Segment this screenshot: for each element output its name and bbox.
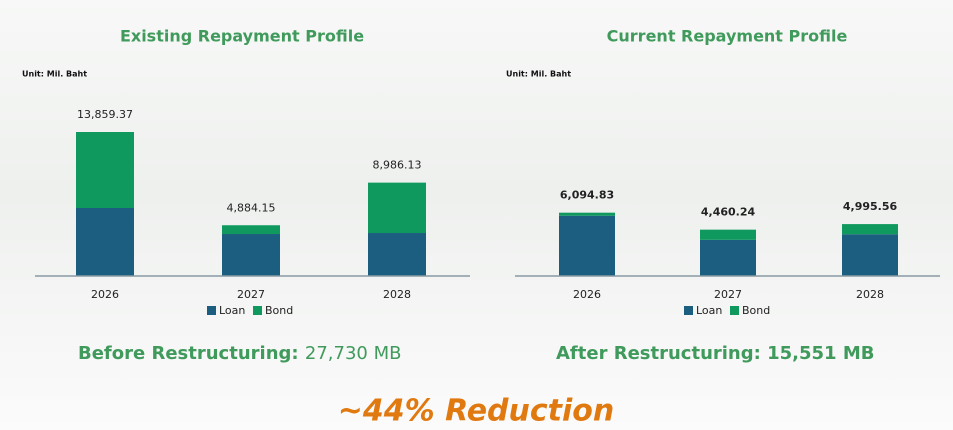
legend-swatch xyxy=(730,306,739,315)
x-tick-label: 2027 xyxy=(714,288,742,301)
total-label: 6,094.83 xyxy=(560,189,614,202)
bar-segment xyxy=(842,224,898,235)
bar-segment xyxy=(700,229,756,240)
total-label: 8,986.13 xyxy=(373,159,422,172)
legend-swatch xyxy=(207,306,216,315)
bar-segment xyxy=(76,132,134,208)
chart-title: Existing Repayment Profile xyxy=(120,27,364,46)
x-tick-label: 2028 xyxy=(856,288,884,301)
bar-segment xyxy=(842,234,898,276)
after-value: 15,551 MB xyxy=(767,343,874,364)
chart-title: Current Repayment Profile xyxy=(607,27,848,46)
after-summary: After Restructuring: 15,551 MB xyxy=(556,343,874,364)
reduction: ~44% Reduction xyxy=(338,394,615,429)
bar-segment xyxy=(368,182,426,234)
before-value: 27,730 MB xyxy=(305,343,402,364)
x-tick-label: 2028 xyxy=(383,288,411,301)
legend-label: Bond xyxy=(265,304,293,317)
before-summary: Before Restructuring: 27,730 MB xyxy=(78,343,401,364)
bar-segment xyxy=(700,239,756,276)
total-label: 4,460.24 xyxy=(701,206,756,219)
before-label: Before Restructuring: xyxy=(78,343,299,364)
bar-segment xyxy=(76,207,134,276)
total-label: 4,995.56 xyxy=(843,200,898,213)
total-label: 13,859.37 xyxy=(77,108,133,121)
x-tick-label: 2026 xyxy=(573,288,601,301)
legend-label: Loan xyxy=(696,304,722,317)
bar-segment xyxy=(222,225,280,235)
bar-segment xyxy=(222,234,280,276)
bar-segment xyxy=(559,212,615,216)
total-label: 4,884.15 xyxy=(227,201,276,214)
x-tick-label: 2027 xyxy=(237,288,265,301)
legend-label: Bond xyxy=(742,304,770,317)
x-tick-label: 2026 xyxy=(91,288,119,301)
after-label: After Restructuring: xyxy=(556,343,761,364)
bar-segment xyxy=(368,233,426,276)
unit-label: Unit: Mil. Baht xyxy=(22,70,87,79)
legend-swatch xyxy=(684,306,693,315)
legend-swatch xyxy=(253,306,262,315)
bar-segment xyxy=(559,215,615,276)
unit-label: Unit: Mil. Baht xyxy=(506,70,571,79)
legend-label: Loan xyxy=(219,304,245,317)
